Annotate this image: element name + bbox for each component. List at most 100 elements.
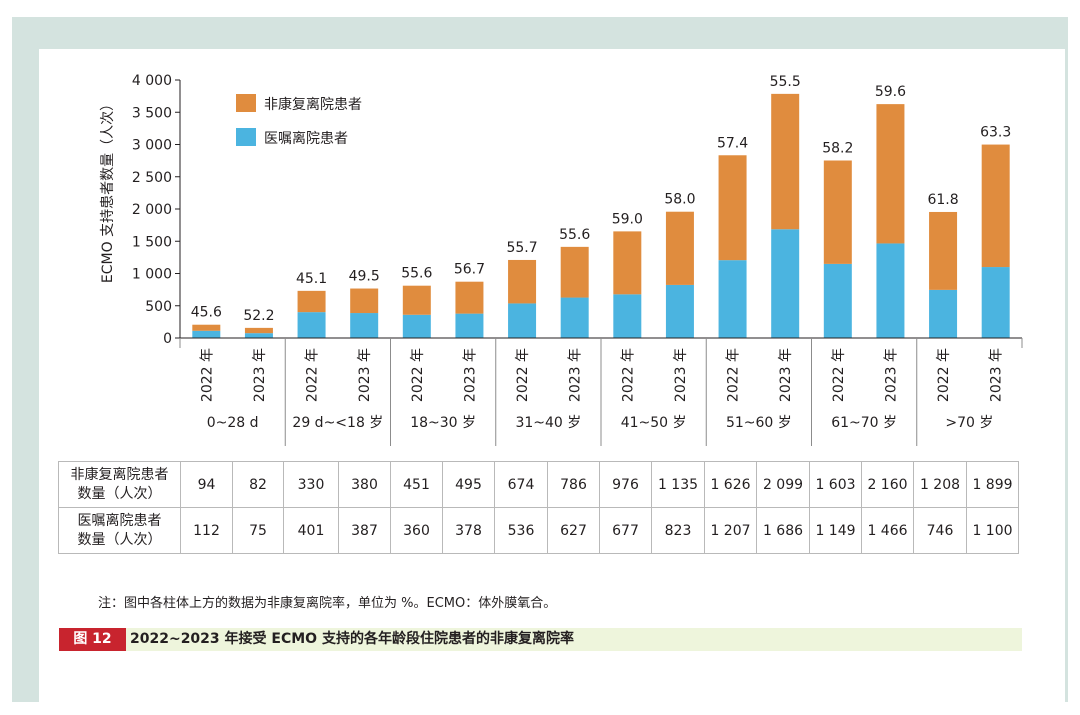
group-label: 51~60 岁 [726, 415, 792, 431]
table-cell: 401 [283, 507, 339, 554]
row-header-non-recovery: 非康复离院患者 数量（人次） [58, 461, 181, 508]
row-header-line: 医嘱离院患者 [77, 512, 162, 529]
table-cell: 2 160 [861, 461, 914, 508]
table-cell: 1 603 [809, 461, 862, 508]
legend-label-ordered: 医嘱离院患者 [264, 130, 348, 147]
row-header-line: 非康复离院患者 [70, 466, 169, 483]
rate-data-label: 56.7 [454, 262, 485, 278]
table-cell: 387 [338, 507, 391, 554]
bar-segment-non-recovery [876, 104, 905, 244]
y-tick-label: 3 000 [132, 138, 172, 154]
group-label: 41~50 岁 [621, 415, 687, 431]
bar-segment-ordered [823, 263, 852, 338]
rate-data-label: 59.6 [875, 84, 906, 100]
rate-data-label: 45.1 [296, 271, 327, 287]
table-cell: 94 [180, 461, 233, 508]
x-tick-label: 2022 年 [515, 348, 531, 402]
bar-segment-non-recovery [771, 93, 800, 230]
bar-segment-ordered [350, 313, 379, 338]
rate-data-label: 52.2 [243, 308, 274, 324]
bar-segment-non-recovery [981, 144, 1010, 268]
bar-segment-ordered [718, 260, 747, 338]
y-tick-label: 500 [145, 299, 172, 315]
table-cell: 1 208 [913, 461, 967, 508]
table-cell: 674 [494, 461, 548, 508]
bar-segment-ordered [455, 313, 484, 338]
x-tick-label: 2023 年 [989, 348, 1005, 402]
table-cell: 380 [338, 461, 391, 508]
table-cell: 451 [390, 461, 443, 508]
legend-swatch-non-recovery [236, 94, 256, 112]
bar-segment-non-recovery [402, 285, 431, 315]
bar-segment-non-recovery [192, 324, 221, 331]
table-cell: 1 626 [704, 461, 757, 508]
bar-segment-ordered [613, 294, 642, 338]
row-header-ordered: 医嘱离院患者 数量（人次） [58, 507, 181, 554]
bar-segment-non-recovery [244, 327, 273, 334]
bar-segment-ordered [876, 243, 905, 338]
y-tick-label: 3 500 [132, 105, 172, 121]
x-tick-label: 2022 年 [726, 348, 742, 402]
table-cell: 1 466 [861, 507, 914, 554]
table-cell: 360 [390, 507, 443, 554]
y-tick-label: 2 500 [132, 170, 172, 186]
table-cell: 1 207 [704, 507, 757, 554]
y-tick-label: 0 [163, 331, 172, 347]
table-cell: 976 [599, 461, 652, 508]
table-cell: 75 [232, 507, 284, 554]
y-tick-label: 2 000 [132, 202, 172, 218]
x-tick-label: 2022 年 [936, 348, 952, 402]
y-axis-label: ECMO 支持患者数量（人次） [100, 97, 116, 283]
table-cell: 112 [180, 507, 233, 554]
table-cell: 1 149 [809, 507, 862, 554]
group-label: 29 d~<18 岁 [292, 415, 383, 431]
rate-data-label: 61.8 [927, 192, 958, 208]
table-cell: 330 [283, 461, 339, 508]
table-cell: 495 [442, 461, 495, 508]
rate-data-label: 63.3 [980, 125, 1011, 141]
bar-segment-ordered [981, 267, 1010, 338]
table-cell: 677 [599, 507, 652, 554]
table-cell: 1 686 [756, 507, 810, 554]
x-tick-label: 2022 年 [831, 348, 847, 402]
rate-data-label: 55.6 [559, 227, 590, 243]
table-cell: 378 [442, 507, 495, 554]
y-tick-label: 4 000 [132, 73, 172, 89]
bar-segment-non-recovery [560, 246, 589, 298]
bar-segment-non-recovery [613, 231, 642, 295]
rate-data-label: 58.2 [822, 140, 853, 156]
x-tick-label: 2023 年 [778, 348, 794, 402]
x-tick-label: 2022 年 [305, 348, 321, 402]
bar-segment-ordered [665, 284, 694, 338]
bar-segment-ordered [192, 330, 221, 338]
rate-data-label: 55.5 [770, 74, 801, 90]
stacked-bar-chart: ECMO 支持患者数量（人次） 0 500 1 000 1 500 2 000 2 500… [100, 73, 1023, 446]
x-tick-label: 2022 年 [410, 348, 426, 402]
x-tick-label: 2022 年 [199, 348, 215, 402]
rate-data-label: 59.0 [612, 211, 643, 227]
bar-segment-non-recovery [929, 211, 958, 290]
bar-segment-non-recovery [350, 288, 379, 314]
y-tick-label: 1 500 [132, 234, 172, 250]
rate-data-label: 55.6 [401, 266, 432, 282]
group-label: 61~70 岁 [831, 415, 897, 431]
x-tick-label: 2023 年 [252, 348, 268, 402]
bar-segment-ordered [508, 303, 537, 338]
bar-segment-non-recovery [823, 160, 852, 264]
table-cell: 627 [547, 507, 600, 554]
figure-caption: 图 12 2022~2023 年接受 ECMO 支持的各年龄段住院患者的非康复离… [59, 628, 1022, 651]
bar-segment-ordered [929, 289, 958, 338]
bar-segment-ordered [402, 314, 431, 338]
bar-segment-non-recovery [665, 211, 694, 285]
y-tick-label: 1 000 [132, 267, 172, 283]
bar-segment-ordered [771, 229, 800, 338]
bar-segment-ordered [244, 333, 273, 338]
table-cell: 1 899 [966, 461, 1019, 508]
table-cell: 536 [494, 507, 548, 554]
figure-number-badge: 图 12 [59, 628, 126, 651]
rate-data-label: 58.0 [664, 192, 695, 208]
bar-segment-ordered [297, 312, 326, 338]
figure-title: 2022~2023 年接受 ECMO 支持的各年龄段住院患者的非康复离院率 [130, 631, 574, 647]
table-cell: 746 [913, 507, 967, 554]
x-tick-label: 2023 年 [883, 348, 899, 402]
